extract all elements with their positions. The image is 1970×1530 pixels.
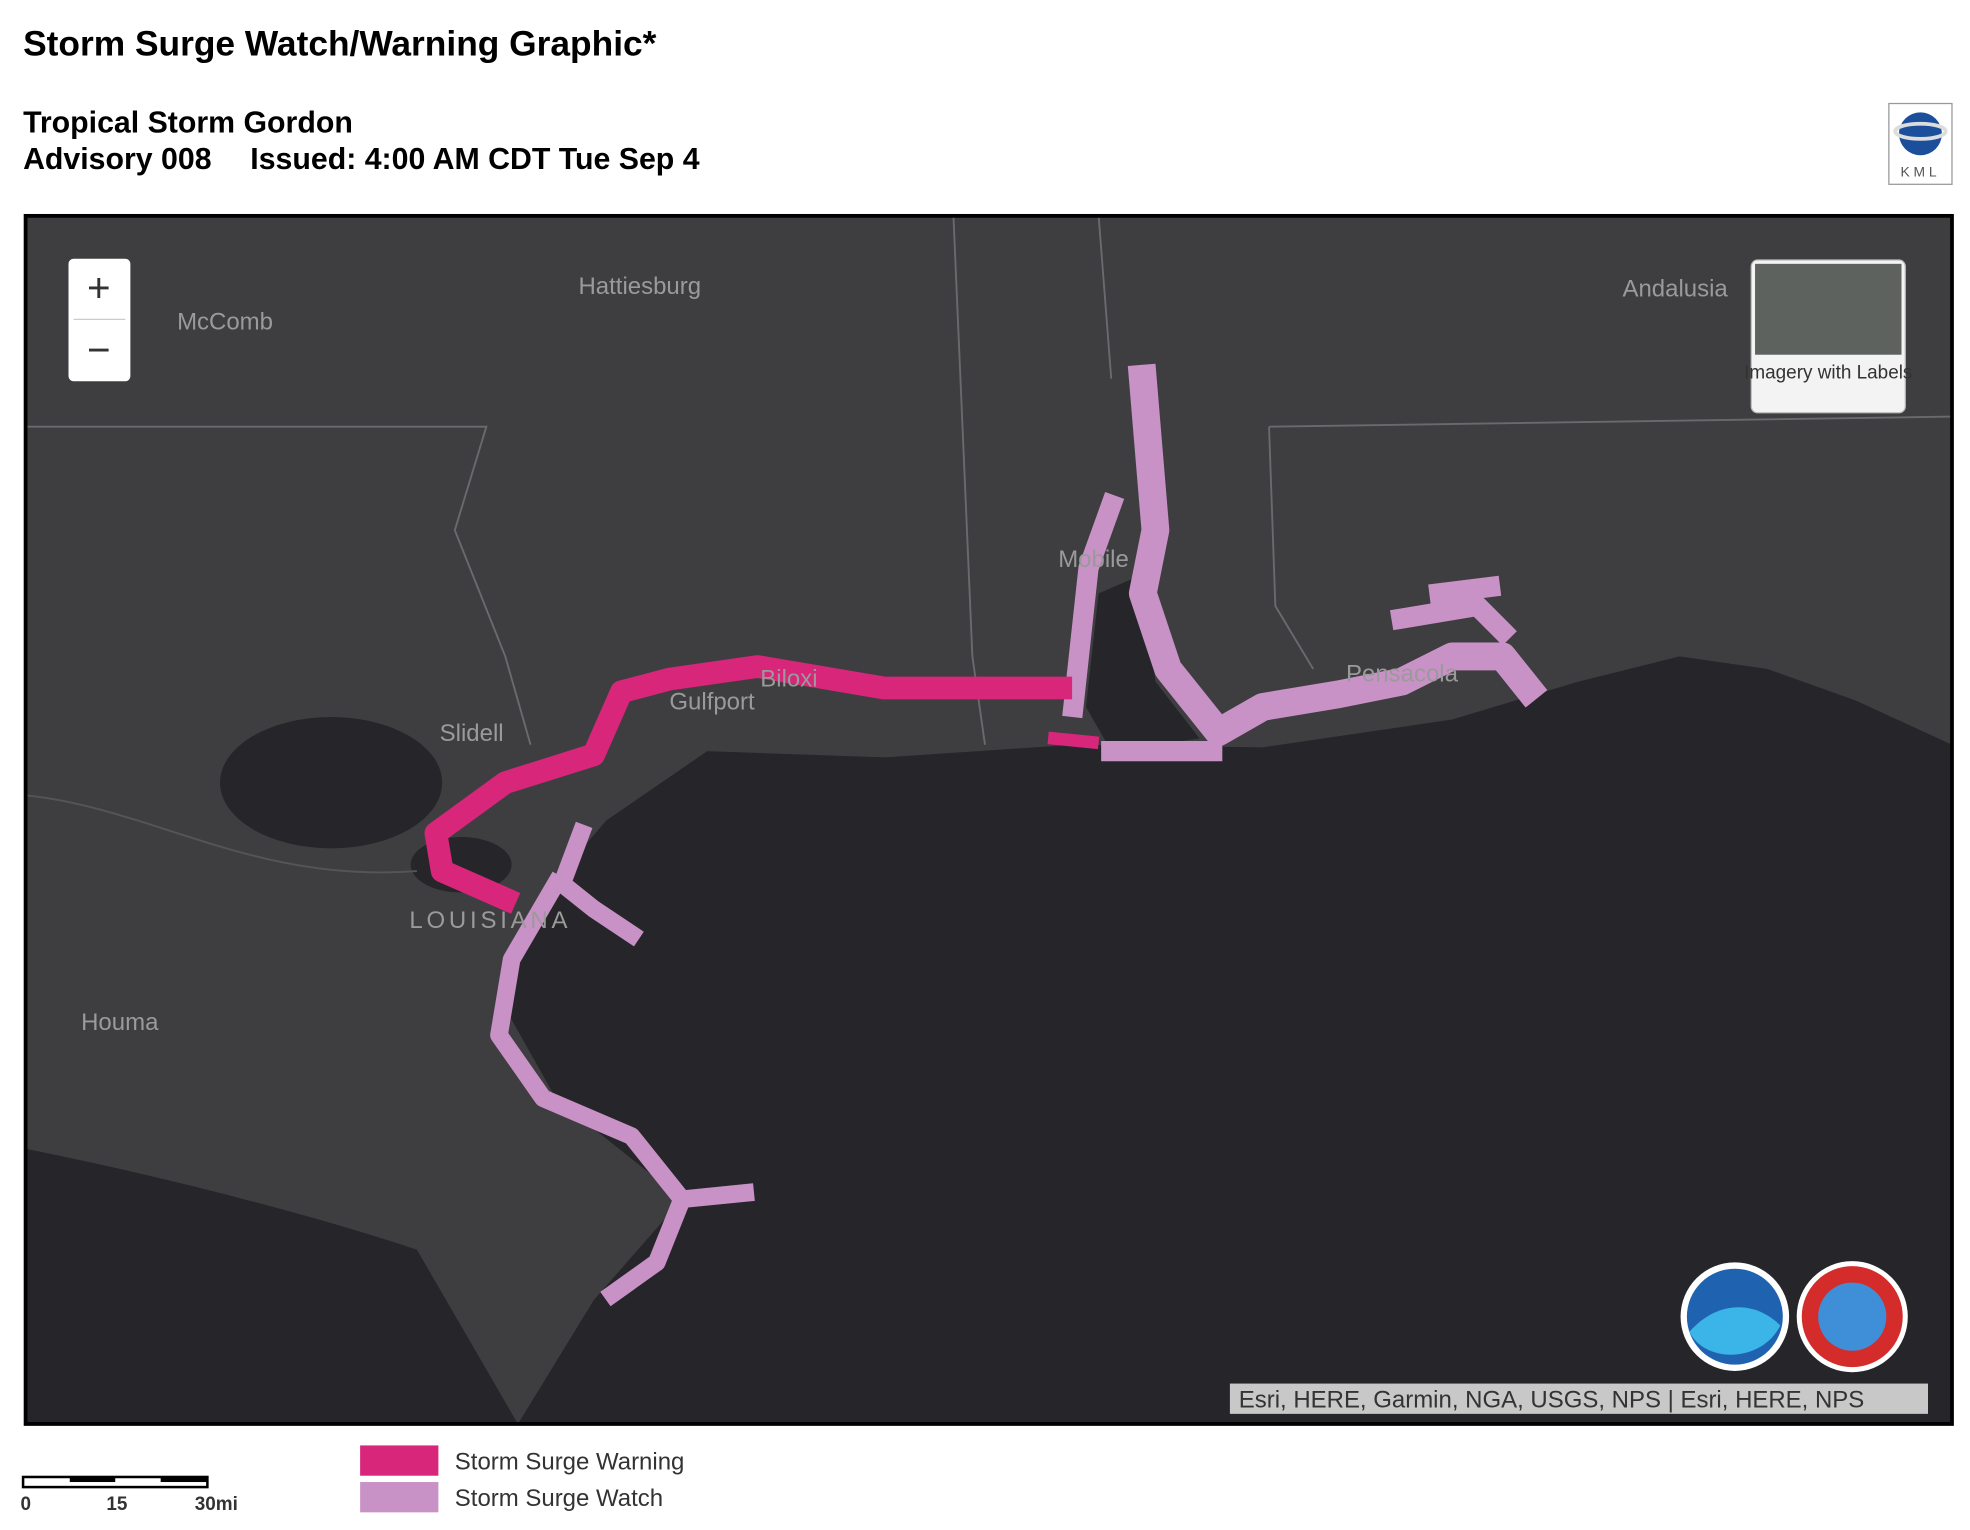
map-frame [23,213,1954,1426]
scale-seg [69,1476,116,1483]
basemap-text[interactable]: Imagery with Labels [1744,363,1912,384]
scale-seg [160,1476,208,1483]
scale-label: 30mi [195,1494,238,1515]
scale-bar: 0 15 30mi [21,1475,238,1515]
legend: Storm Surge Warning Storm Surge Watch [360,1445,685,1513]
watch-area [490,821,755,1307]
legend-label: Storm Surge Warning [455,1448,685,1475]
attribution-bg [1229,1383,1928,1414]
map[interactable]: Hattiesburg McComb Andalusia Mobile Bilo… [23,213,1954,1426]
issued: Issued: 4:00 AM CDT Tue Sep 4 [250,143,699,176]
storm-name: Tropical Storm Gordon [23,107,353,140]
nws-inner [1818,1282,1887,1351]
mobile-bay [1085,574,1200,752]
scale-label: 0 [21,1494,32,1515]
kml-label[interactable]: KML [1900,164,1940,180]
place-label: LOUISIANA [409,907,571,934]
globe-ring [1893,121,1948,141]
place-label: Gulfport [669,688,755,715]
place-label: Andalusia [1623,276,1729,303]
noaa-wave [1689,1307,1781,1355]
watch-area [1062,492,1517,762]
lake [220,717,443,849]
scale-label: 15 [106,1494,127,1515]
place-label: Biloxi [760,666,817,693]
place-label: Slidell [440,720,504,747]
basemap-toggle[interactable]: Imagery with Labels [1744,259,1912,414]
legend-swatch [360,1482,439,1513]
place-label: Hattiesburg [579,273,702,300]
place-label: Pensacola [1346,661,1459,688]
basemap-thumb [1755,263,1902,355]
zoom-out[interactable]: − [87,327,111,373]
attribution: Esri, HERE, Garmin, NGA, USGS, NPS | Esr… [1239,1387,1865,1414]
globe [1898,112,1942,156]
basemap-label[interactable]: Imagery with Labels [1744,363,1912,384]
boundaries [25,215,1952,874]
legend-swatch [360,1445,439,1476]
place-label: Mobile [1058,546,1129,573]
watch-area [1127,363,1548,747]
gulf [498,656,1952,1424]
place-label: McComb [177,308,273,335]
warning-area [1047,731,1100,750]
zoom-control[interactable]: + − [68,258,131,382]
zoom-in[interactable]: + [87,265,111,311]
legend-label: Storm Surge Watch [455,1485,663,1512]
zoom-box [68,258,131,382]
warning-area [424,655,1073,914]
place-label: Houma [81,1009,159,1036]
water [25,1148,518,1424]
advisory: Advisory 008 [23,143,212,176]
logos [1680,1261,1908,1373]
kml-button[interactable]: KML [1888,102,1953,185]
page-title: Storm Surge Watch/Warning Graphic* [23,25,657,64]
